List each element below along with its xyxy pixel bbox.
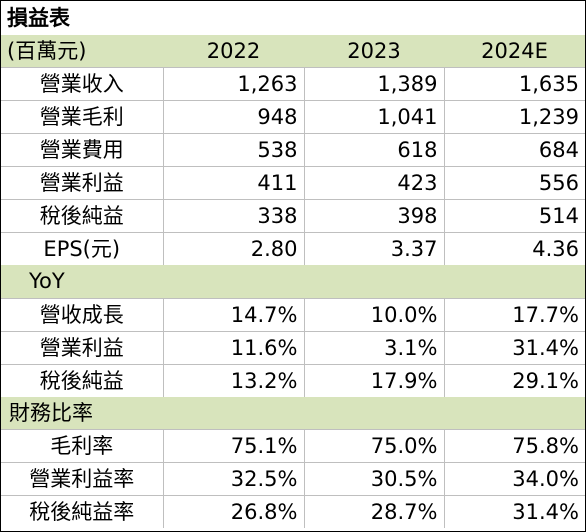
- cell-value: 1,263: [162, 67, 304, 101]
- table-row: 營業利益率 32.5% 30.5% 34.0%: [1, 462, 585, 496]
- cell-value: 3.37: [303, 232, 444, 265]
- row-label: EPS(元): [1, 232, 163, 265]
- row-label: 營業利益率: [1, 462, 163, 496]
- ratio-section-title: 財務比率: [1, 396, 585, 430]
- cell-value: 31.4%: [443, 330, 585, 364]
- cell-value: 618: [303, 133, 444, 167]
- table-row: 營業利益 411 423 556: [1, 166, 585, 200]
- cell-value: 4.36: [443, 232, 585, 265]
- cell-value: 34.0%: [443, 462, 585, 496]
- year-header: 2022: [163, 35, 304, 68]
- cell-value: 514: [443, 199, 585, 233]
- cell-value: 556: [443, 166, 585, 200]
- yoy-section-title: YoY: [1, 265, 585, 298]
- cell-value: 13.2%: [162, 363, 304, 397]
- cell-value: 32.5%: [162, 462, 304, 496]
- table-row: 營業收入 1,263 1,389 1,635: [1, 67, 585, 101]
- row-label: 稅後純益: [1, 363, 163, 397]
- cell-value: 1,635: [443, 67, 585, 101]
- unit-label: (百萬元): [1, 35, 163, 68]
- cell-value: 2.80: [162, 232, 304, 265]
- cell-value: 30.5%: [303, 462, 444, 496]
- row-label: 營業收入: [1, 67, 163, 101]
- cell-value: 26.8%: [162, 495, 304, 528]
- cell-value: 338: [162, 199, 304, 233]
- cell-value: 31.4%: [443, 495, 585, 528]
- cell-value: 398: [303, 199, 444, 233]
- year-header: 2023: [304, 35, 444, 68]
- cell-value: 28.7%: [303, 495, 444, 528]
- row-label: 營業利益: [1, 166, 163, 200]
- cell-value: 75.0%: [303, 429, 444, 463]
- cell-value: 684: [443, 133, 585, 167]
- cell-value: 1,239: [443, 100, 585, 134]
- table-row: 毛利率 75.1% 75.0% 75.8%: [1, 429, 585, 463]
- header-row: (百萬元) 2022 2023 2024E: [1, 35, 585, 68]
- cell-value: 423: [303, 166, 444, 200]
- cell-value: 1,041: [303, 100, 444, 134]
- table-row: 營業利益 11.6% 3.1% 31.4%: [1, 330, 585, 364]
- table-row: 營收成長 14.7% 10.0% 17.7%: [1, 297, 585, 331]
- cell-value: 17.9%: [303, 363, 444, 397]
- cell-value: 411: [162, 166, 304, 200]
- cell-value: 75.1%: [162, 429, 304, 463]
- ratio-section-row: 財務比率: [1, 396, 585, 430]
- cell-value: 10.0%: [303, 297, 444, 331]
- cell-value: 29.1%: [443, 363, 585, 397]
- cell-value: 948: [162, 100, 304, 134]
- cell-value: 75.8%: [443, 429, 585, 463]
- title-row: 損益表: [1, 1, 585, 35]
- yoy-section-row: YoY: [1, 265, 585, 298]
- row-label: 營業毛利: [1, 100, 163, 134]
- row-label: 營業費用: [1, 133, 163, 167]
- table-row: 稅後純益 13.2% 17.9% 29.1%: [1, 363, 585, 397]
- year-header: 2024E: [444, 35, 585, 68]
- cell-value: 17.7%: [443, 297, 585, 331]
- row-label: 毛利率: [1, 429, 163, 463]
- table-row: 稅後純益 338 398 514: [1, 199, 585, 233]
- cell-value: 14.7%: [162, 297, 304, 331]
- table-row: 稅後純益率 26.8% 28.7% 31.4%: [1, 495, 585, 528]
- row-label: 稅後純益率: [1, 495, 163, 528]
- row-label: 稅後純益: [1, 199, 163, 233]
- table-row: 營業費用 538 618 684: [1, 133, 585, 167]
- cell-value: 11.6%: [162, 330, 304, 364]
- cell-value: 3.1%: [303, 330, 444, 364]
- row-label: 營收成長: [1, 297, 163, 331]
- table-title: 損益表: [7, 6, 70, 30]
- row-label: 營業利益: [1, 330, 163, 364]
- table-row: 營業毛利 948 1,041 1,239: [1, 100, 585, 134]
- cell-value: 1,389: [303, 67, 444, 101]
- cell-value: 538: [162, 133, 304, 167]
- table-row: EPS(元) 2.80 3.37 4.36: [1, 232, 585, 265]
